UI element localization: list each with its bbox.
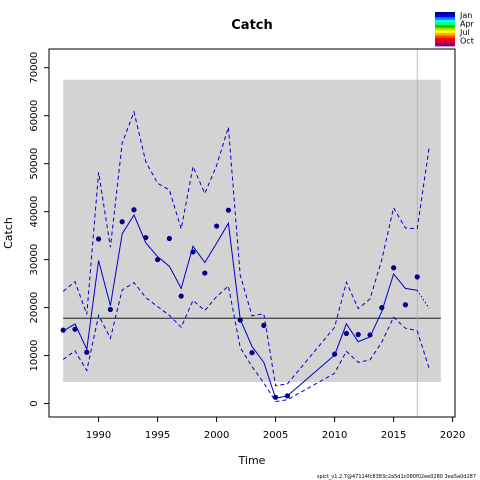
y-tick-label: 40000 <box>29 196 40 228</box>
plot-area <box>60 49 441 417</box>
y-tick-label: 70000 <box>29 52 40 84</box>
y-tick-label: 0 <box>29 400 40 406</box>
series-line-2 <box>62 110 418 387</box>
observation-point <box>154 257 161 263</box>
x-tick-label: 2005 <box>263 430 288 441</box>
y-tick-label: 10000 <box>29 340 40 372</box>
observation-point <box>213 223 220 229</box>
y-tick-label: 60000 <box>29 100 40 132</box>
observation-point <box>379 305 385 311</box>
x-tick-label: 1995 <box>145 430 170 441</box>
x-tick-label: 1990 <box>86 430 111 441</box>
observation-point <box>225 207 231 213</box>
observation-point <box>72 326 78 332</box>
legend-color-swatch <box>435 30 455 34</box>
observation-point <box>249 350 255 356</box>
plot-frame <box>48 48 456 418</box>
observation-point <box>367 332 373 338</box>
observation-point <box>414 274 420 280</box>
legend-color-swatch <box>435 35 455 39</box>
legend-color-swatch <box>435 14 455 18</box>
observation-point <box>332 351 338 357</box>
series-line-1 <box>62 213 418 399</box>
observation-point <box>143 234 149 241</box>
legend-label: Jul <box>459 28 470 37</box>
observation-point <box>355 331 361 338</box>
series-line-4 <box>416 290 430 309</box>
x-tick-label: 2020 <box>440 430 465 441</box>
observation-point <box>273 394 279 400</box>
legend-color-swatch <box>435 22 455 26</box>
observation-point <box>178 293 184 299</box>
legend-color-swatch <box>435 32 455 36</box>
observation-point <box>402 302 409 308</box>
chart-title: Catch <box>231 18 273 33</box>
legend-label: Jan <box>459 11 472 20</box>
observation-point <box>261 322 267 328</box>
observation-point <box>202 270 208 276</box>
confidence-band <box>63 79 441 382</box>
observation-point <box>131 207 137 213</box>
observation-point <box>95 236 102 242</box>
observation-point <box>343 330 350 337</box>
x-tick-label: 2000 <box>204 430 229 441</box>
x-tick-label: 2010 <box>322 430 347 441</box>
legend-label: Apr <box>460 20 475 29</box>
y-axis-label: Catch <box>2 217 15 249</box>
observation-point <box>84 349 90 355</box>
observation-point <box>284 393 291 399</box>
legend-color-swatch <box>435 25 455 29</box>
observation-point <box>237 317 243 323</box>
observation-point <box>107 306 113 313</box>
legend-color-swatch <box>435 40 455 44</box>
y-tick-label: 50000 <box>29 148 40 180</box>
observation-point <box>190 249 196 255</box>
legend-label: Oct <box>460 37 474 46</box>
legend-color-swatch <box>435 43 455 47</box>
legend-color-swatch <box>435 12 455 16</box>
legend-color-swatch <box>435 17 455 21</box>
observation-point <box>166 235 172 242</box>
observation-point <box>60 327 66 333</box>
observation-point <box>391 265 397 271</box>
axes: 1990 1995 2000 2005 2010 2015 2020 0 10000 20000 3… <box>29 52 465 441</box>
footer-version-string: spict_v1.2.7@47114fc8383c2a5d1c080f02ee0… <box>317 474 476 480</box>
series-line-3 <box>62 282 418 403</box>
legend-color-swatch <box>435 19 455 23</box>
legend-color-swatch <box>435 27 455 31</box>
x-tick-label: 2015 <box>381 430 406 441</box>
y-tick-label: 20000 <box>29 292 40 324</box>
x-axis-label: Time <box>238 454 266 467</box>
observation-point <box>119 219 125 225</box>
y-tick-label: 30000 <box>29 244 40 276</box>
legend-color-swatch <box>435 38 455 42</box>
